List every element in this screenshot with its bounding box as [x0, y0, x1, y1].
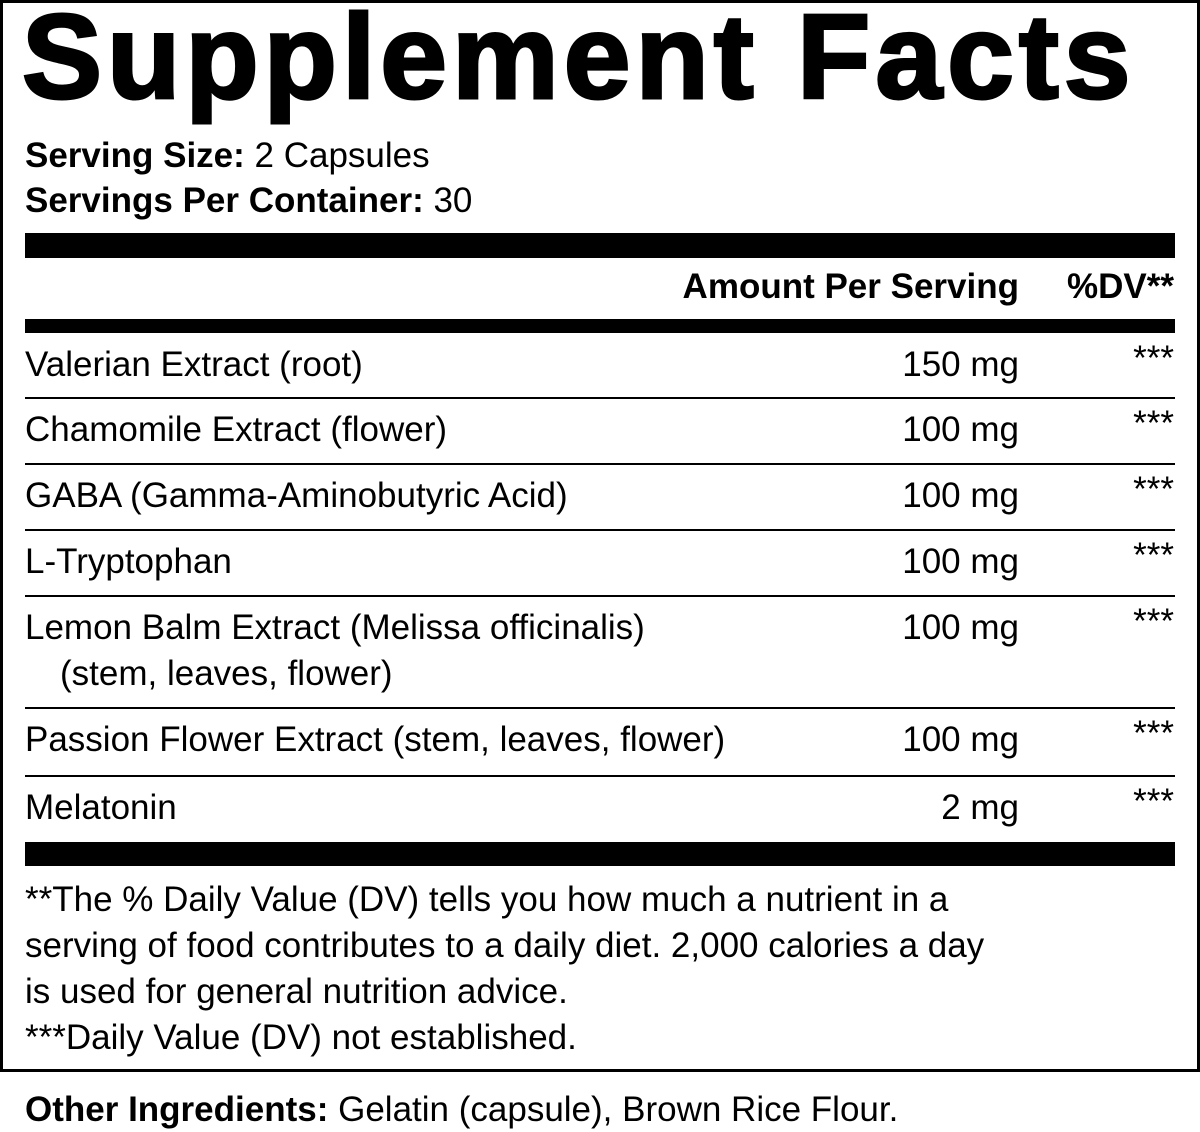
- row-divider: [25, 397, 1175, 399]
- ingredient-dv: ***: [1133, 714, 1174, 753]
- ingredient-name: Passion Flower Extract (stem, leaves, fl…: [25, 720, 726, 759]
- ingredient-name: Lemon Balm Extract (Melissa officinalis): [25, 608, 645, 647]
- ingredient-dv: ***: [1133, 339, 1174, 378]
- thick-divider-bottom: [25, 842, 1175, 866]
- footnote-line: **The % Daily Value (DV) tells you how m…: [25, 880, 949, 919]
- header-amount: Amount Per Serving: [682, 267, 1019, 306]
- serving-size-value: 2 Capsules: [254, 136, 430, 175]
- servings-per-container: Servings Per Container: 30: [25, 181, 472, 221]
- ingredient-name: GABA (Gamma-Aminobutyric Acid): [25, 476, 568, 515]
- ingredient-amount: 100 mg: [902, 720, 1019, 759]
- other-ingredients-label: Other Ingredients:: [25, 1090, 329, 1129]
- row-divider: [25, 775, 1175, 777]
- ingredient-amount: 150 mg: [902, 345, 1019, 384]
- ingredient-dv: ***: [1133, 782, 1174, 821]
- ingredient-subtext: (stem, leaves, flower): [60, 654, 393, 693]
- ingredient-dv: ***: [1133, 470, 1174, 509]
- serving-size: Serving Size: 2 Capsules: [25, 136, 430, 176]
- ingredient-amount: 100 mg: [902, 542, 1019, 581]
- ingredient-name: Valerian Extract (root): [25, 345, 363, 384]
- ingredient-amount: 100 mg: [902, 410, 1019, 449]
- medium-divider: [25, 319, 1175, 333]
- row-divider: [25, 595, 1175, 597]
- ingredient-name: Melatonin: [25, 788, 177, 827]
- footnote-line: ***Daily Value (DV) not established.: [25, 1018, 577, 1057]
- other-ingredients: Other Ingredients: Gelatin (capsule), Br…: [25, 1090, 898, 1130]
- ingredient-name: L-Tryptophan: [25, 542, 232, 581]
- ingredient-amount: 100 mg: [902, 608, 1019, 647]
- row-divider: [25, 529, 1175, 531]
- servings-per-container-label: Servings Per Container:: [25, 181, 424, 220]
- thick-divider: [25, 233, 1175, 258]
- ingredient-dv: ***: [1133, 602, 1174, 641]
- row-divider: [25, 463, 1175, 465]
- ingredient-amount: 2 mg: [941, 788, 1019, 827]
- ingredient-amount: 100 mg: [902, 476, 1019, 515]
- ingredient-name: Chamomile Extract (flower): [25, 410, 448, 449]
- supplement-facts-panel: [0, 0, 1200, 1072]
- servings-per-container-value: 30: [433, 181, 473, 220]
- header-dv: %DV**: [1067, 267, 1174, 306]
- serving-size-label: Serving Size:: [25, 136, 245, 175]
- footnote-line: is used for general nutrition advice.: [25, 972, 568, 1011]
- ingredient-dv: ***: [1133, 536, 1174, 575]
- ingredient-dv: ***: [1133, 404, 1174, 443]
- other-ingredients-value: Gelatin (capsule), Brown Rice Flour.: [338, 1090, 899, 1129]
- footnote-line: serving of food contributes to a daily d…: [25, 926, 985, 965]
- panel-title: Supplement Facts: [21, 0, 1136, 124]
- row-divider: [25, 707, 1175, 709]
